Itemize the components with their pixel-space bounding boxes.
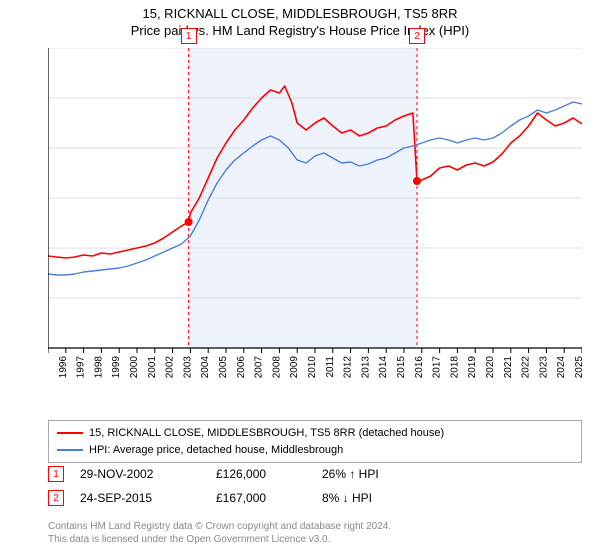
svg-text:1999: 1999: [111, 356, 122, 379]
legend-row-hpi: HPI: Average price, detached house, Midd…: [57, 442, 573, 459]
svg-text:1995: 1995: [48, 356, 51, 379]
svg-text:2011: 2011: [325, 356, 336, 378]
sale-date: 29-NOV-2002: [80, 467, 200, 481]
svg-text:1996: 1996: [58, 356, 69, 379]
legend-row-property: 15, RICKNALL CLOSE, MIDDLESBROUGH, TS5 8…: [57, 425, 573, 442]
svg-text:2010: 2010: [307, 356, 318, 379]
svg-text:2013: 2013: [360, 356, 371, 379]
svg-text:2019: 2019: [467, 356, 478, 379]
svg-text:2022: 2022: [521, 356, 532, 379]
svg-text:1998: 1998: [93, 356, 104, 379]
sale-delta: 26% ↑ HPI: [322, 467, 422, 481]
footnote: Contains HM Land Registry data © Crown c…: [48, 520, 582, 546]
svg-text:2015: 2015: [396, 356, 407, 379]
legend-swatch-hpi: [57, 449, 83, 451]
title-subtitle: Price paid vs. HM Land Registry's House …: [0, 21, 600, 38]
svg-text:2020: 2020: [485, 356, 496, 379]
svg-text:2014: 2014: [378, 356, 389, 379]
sale-price: £126,000: [216, 467, 306, 481]
footnote-line: This data is licensed under the Open Gov…: [48, 533, 582, 546]
chart-sale-marker-2: 2: [409, 28, 425, 44]
chart-svg: £0£50K£100K£150K£200K£250K£300K199519961…: [48, 48, 582, 388]
svg-text:2005: 2005: [218, 356, 229, 379]
svg-text:2007: 2007: [254, 356, 265, 379]
svg-text:2012: 2012: [343, 356, 354, 379]
svg-text:2025: 2025: [574, 356, 582, 379]
svg-text:2024: 2024: [556, 356, 567, 379]
legend-label-property: 15, RICKNALL CLOSE, MIDDLESBROUGH, TS5 8…: [89, 425, 444, 442]
sale-price: £167,000: [216, 491, 306, 505]
sales-table: 1 29-NOV-2002 £126,000 26% ↑ HPI 2 24-SE…: [48, 462, 582, 510]
svg-text:2000: 2000: [129, 356, 140, 379]
svg-text:2008: 2008: [271, 356, 282, 379]
svg-text:2002: 2002: [165, 356, 176, 379]
svg-text:2017: 2017: [432, 356, 443, 379]
legend-label-hpi: HPI: Average price, detached house, Midd…: [89, 442, 343, 459]
svg-text:2001: 2001: [147, 356, 158, 379]
svg-text:2009: 2009: [289, 356, 300, 379]
sale-delta: 8% ↓ HPI: [322, 491, 422, 505]
sale-date: 24-SEP-2015: [80, 491, 200, 505]
legend-box: 15, RICKNALL CLOSE, MIDDLESBROUGH, TS5 8…: [48, 420, 582, 463]
svg-text:2004: 2004: [200, 356, 211, 379]
svg-text:2016: 2016: [414, 356, 425, 379]
chart-sale-marker-1: 1: [181, 28, 197, 44]
sale-row: 1 29-NOV-2002 £126,000 26% ↑ HPI: [48, 462, 582, 486]
sale-marker-1: 1: [48, 466, 64, 482]
svg-text:2023: 2023: [538, 356, 549, 379]
legend-swatch-property: [57, 432, 83, 434]
svg-text:2003: 2003: [182, 356, 193, 379]
svg-text:2006: 2006: [236, 356, 247, 379]
sale-row: 2 24-SEP-2015 £167,000 8% ↓ HPI: [48, 486, 582, 510]
svg-text:2018: 2018: [449, 356, 460, 379]
sale-marker-2: 2: [48, 490, 64, 506]
svg-text:1997: 1997: [76, 356, 87, 379]
footnote-line: Contains HM Land Registry data © Crown c…: [48, 520, 582, 533]
page-container: 15, RICKNALL CLOSE, MIDDLESBROUGH, TS5 8…: [0, 0, 600, 560]
svg-text:2021: 2021: [503, 356, 514, 379]
price-chart: £0£50K£100K£150K£200K£250K£300K199519961…: [48, 48, 582, 388]
title-address: 15, RICKNALL CLOSE, MIDDLESBROUGH, TS5 8…: [0, 0, 600, 21]
